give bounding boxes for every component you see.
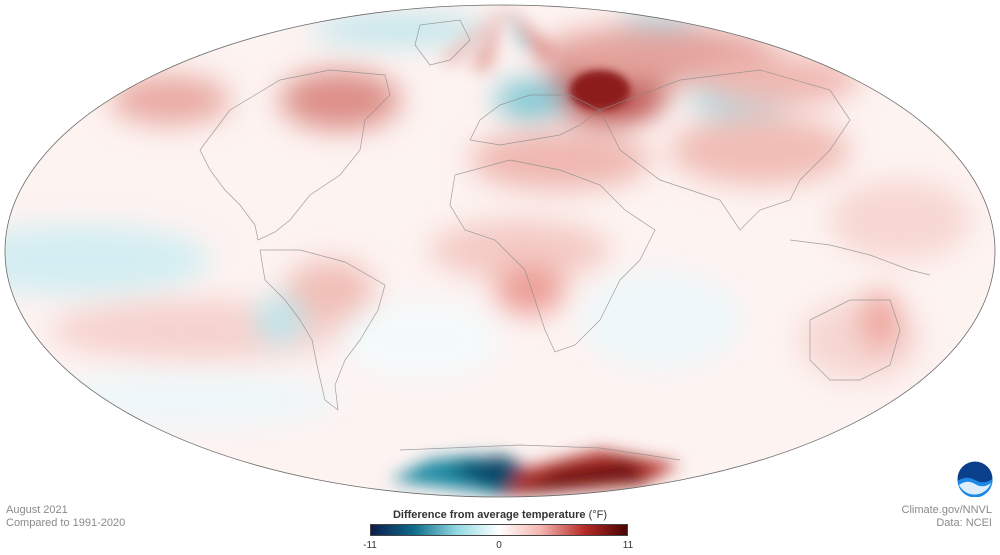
credit-data: Data: NCEI (936, 517, 992, 529)
date-label: August 2021 (6, 504, 68, 516)
legend-color-bar (370, 524, 628, 536)
noaa-logo-icon (957, 461, 993, 498)
credits: Climate.gov/NNVL Data: NCEI (902, 504, 992, 530)
credit-source: Climate.gov/NNVL (901, 504, 992, 516)
legend-title: Difference from average temperature (°F) (340, 509, 660, 521)
legend-title-text: Difference from average temperature (392, 509, 586, 521)
legend-min-label: -11 (363, 540, 377, 551)
noaa-logo (957, 461, 993, 498)
legend-unit: (°F) (588, 509, 608, 521)
map-svg (4, 4, 996, 498)
anomaly-field (5, 5, 995, 497)
globe-outline (4, 4, 996, 498)
map-info: August 2021 Compared to 1991-2020 (6, 504, 125, 530)
baseline-label: Compared to 1991-2020 (6, 517, 126, 529)
temperature-anomaly-map (4, 4, 996, 498)
color-legend: Difference from average temperature (°F)… (340, 509, 660, 553)
legend-max-label: 11 (622, 540, 634, 551)
legend-mid-label: 0 (496, 540, 502, 551)
coastlines (199, 19, 931, 461)
